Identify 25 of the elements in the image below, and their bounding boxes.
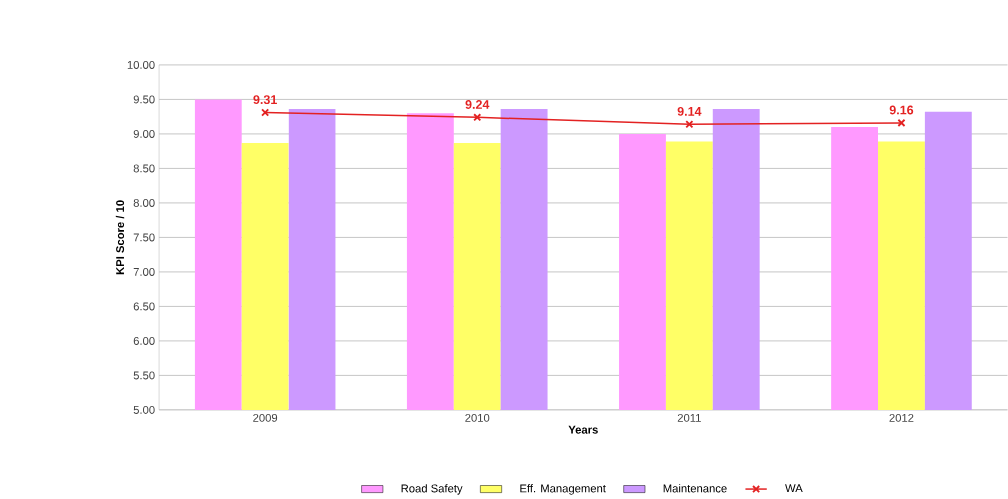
x-axis-title: Years	[568, 425, 598, 434]
y-tick-label: 5.50	[133, 371, 155, 380]
y-tick-label: 10.00	[127, 60, 155, 69]
x-tick-label: 2010	[465, 413, 490, 422]
y-tick-label: 7.50	[133, 233, 155, 242]
legend-label: WA	[785, 484, 803, 493]
y-tick-label: 8.00	[133, 198, 155, 207]
data-label: 9.24	[465, 100, 490, 109]
x-tick-label: 2012	[889, 413, 914, 422]
data-label: 9.14	[677, 106, 702, 116]
data-label: 9.16	[889, 105, 914, 115]
y-tick-label: 6.00	[133, 336, 155, 345]
x-tick-label: 2011	[677, 413, 701, 422]
legend-label: Road Safety	[401, 484, 463, 495]
y-tick-label: 8.50	[133, 164, 155, 173]
y-tick-label: 9.50	[133, 95, 155, 104]
y-axis-title: KPI Score / 10	[115, 200, 125, 275]
data-label: 9.31	[253, 95, 277, 105]
legend-label: Maintenance	[663, 484, 727, 493]
legend-label: Eff. Management	[520, 484, 606, 495]
x-tick-label: 2009	[253, 413, 278, 422]
y-tick-label: 9.00	[133, 129, 155, 138]
y-tick-label: 5.00	[133, 405, 155, 414]
y-tick-label: 6.50	[133, 302, 155, 311]
y-tick-label: 7.00	[133, 267, 155, 276]
